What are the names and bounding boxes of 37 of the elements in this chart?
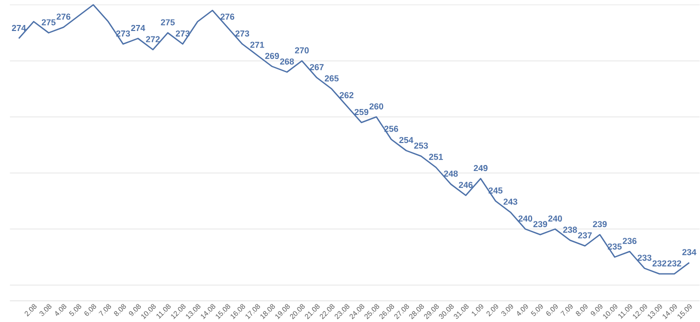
data-label: 273 (235, 30, 250, 37)
data-label: 249 (474, 165, 488, 172)
data-label: 262 (340, 92, 354, 98)
data-label: 240 (548, 216, 562, 222)
data-label: 239 (592, 221, 607, 228)
data-label: 238 (563, 226, 577, 233)
data-label: 274 (131, 25, 146, 32)
data-label: 232 (652, 260, 666, 267)
data-label: 243 (504, 198, 518, 205)
data-label: 240 (518, 216, 532, 222)
data-label: 233 (638, 254, 652, 262)
data-label: 239 (533, 221, 548, 228)
data-label: 276 (220, 14, 234, 20)
data-label: 259 (354, 109, 368, 116)
data-label: 251 (429, 154, 443, 160)
data-label: 268 (280, 58, 294, 65)
data-label: 267 (310, 64, 324, 70)
data-label: 254 (399, 137, 414, 144)
data-label: 236 (622, 238, 637, 244)
data-label: 253 (414, 142, 428, 149)
data-label: 260 (369, 104, 384, 110)
data-label: 275 (160, 19, 175, 26)
data-label: 271 (250, 42, 264, 48)
data-label: 234 (682, 249, 696, 256)
data-label: 245 (488, 188, 502, 194)
data-label: 265 (324, 76, 339, 82)
data-label: 246 (458, 182, 473, 188)
data-label: 269 (265, 53, 279, 60)
data-label: 276 (56, 14, 70, 20)
data-label: 275 (42, 19, 56, 26)
data-label: 274 (12, 25, 26, 32)
data-label: 237 (578, 232, 592, 239)
data-label: 248 (444, 170, 458, 177)
data-label: 270 (294, 47, 309, 54)
data-label: 273 (116, 30, 130, 37)
data-label: 232 (667, 260, 682, 267)
data-label: 272 (146, 36, 160, 42)
